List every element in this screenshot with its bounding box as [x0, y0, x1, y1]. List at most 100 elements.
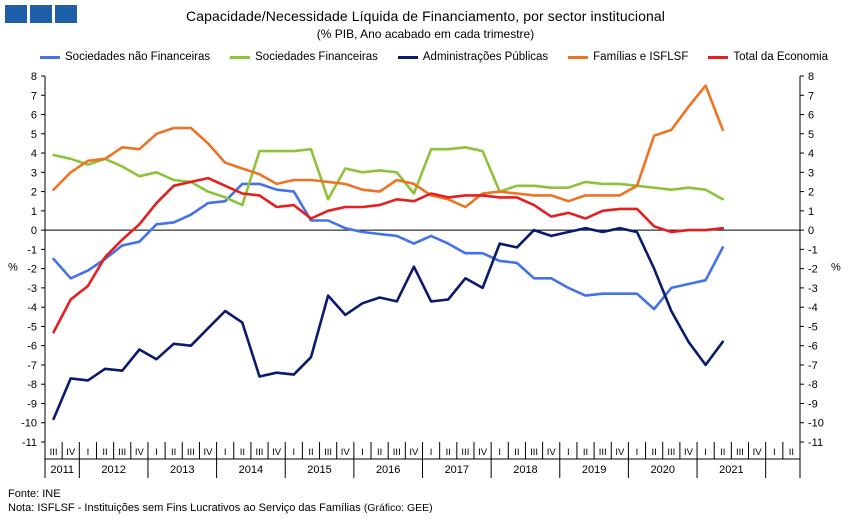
x-quarter-label: III: [667, 447, 675, 458]
x-quarter-label: IV: [341, 447, 351, 458]
gee-logo: [5, 5, 77, 23]
x-year-label: 2021: [719, 464, 743, 476]
legend-label-fam: Famílias e ISFLSF: [593, 51, 689, 63]
legend-swatch-fam: [568, 55, 589, 59]
x-year-label: 2016: [376, 464, 400, 476]
x-quarter-label: I: [773, 447, 776, 458]
y-tick-label-left: -10: [21, 418, 37, 430]
x-quarter-label: II: [514, 447, 519, 458]
y-tick-label-right: -1: [808, 244, 818, 256]
x-quarter-label: III: [187, 447, 195, 458]
y-tick-label-right: 7: [808, 90, 814, 102]
y-tick-label-right: 8: [808, 71, 814, 83]
footer-note-line: Nota: ISFLSF - Instituições sem Fins Luc…: [8, 502, 433, 514]
y-tick-label-right: -5: [808, 321, 818, 333]
x-quarter-label: IV: [684, 447, 694, 458]
chart-subtitle: (% PIB, Ano acabado em cada trimestre): [316, 27, 535, 41]
x-quarter-label: IV: [547, 447, 557, 458]
y-tick-label-right: 2: [808, 187, 814, 199]
x-quarter-label: I: [361, 447, 364, 458]
y-tick-label-right: 3: [808, 167, 814, 179]
x-quarter-label: III: [599, 447, 607, 458]
x-quarter-label: II: [308, 447, 313, 458]
y-tick-label-left: 3: [31, 167, 37, 179]
y-tick-label-left: -1: [27, 244, 37, 256]
y-tick-label-left: 0: [31, 225, 37, 237]
y-tick-label-left: -5: [27, 321, 37, 333]
y-tick-label-left: 2: [31, 187, 37, 199]
x-quarter-label: IV: [272, 447, 282, 458]
y-tick-label-left: 4: [31, 148, 37, 160]
x-quarter-label: I: [498, 447, 501, 458]
series-line-total: [52, 176, 725, 334]
chart-legend: Sociedades não Financeiras Sociedades Fi…: [40, 51, 828, 63]
x-quarter-label: I: [292, 447, 295, 458]
legend-item-snf: Sociedades não Financeiras: [40, 51, 210, 63]
x-quarter-label: III: [736, 447, 744, 458]
x-quarter-label: I: [430, 447, 433, 458]
y-tick-label-left: -7: [27, 360, 37, 372]
legend-item-sf: Sociedades Financeiras: [230, 51, 378, 63]
y-tick-label-left: -4: [27, 302, 37, 314]
y-tick-label-left: 6: [31, 110, 37, 122]
y-tick-label-left: -9: [27, 398, 37, 410]
y-tick-label-left: 7: [31, 90, 37, 102]
x-quarter-label: II: [240, 447, 245, 458]
x-quarter-label: II: [171, 447, 176, 458]
legend-swatch-snf: [40, 55, 60, 59]
y-tick-label-right: -7: [808, 360, 818, 372]
legend-item-ap: Administrações Públicas: [397, 51, 549, 63]
x-quarter-label: II: [652, 447, 657, 458]
y-tick-label-right: 1: [808, 206, 814, 218]
series-line-sf: [52, 146, 725, 207]
legend-label-sf: Sociedades Financeiras: [255, 51, 378, 63]
y-tick-label-left: -2: [27, 264, 37, 276]
x-year-label: 2011: [50, 464, 74, 476]
x-quarter-label: III: [256, 447, 264, 458]
x-quarter-label: I: [567, 447, 570, 458]
legend-swatch-ap: [397, 55, 418, 59]
logo-block-3: [55, 5, 77, 23]
footer-source: Fonte: INE: [8, 488, 61, 500]
logo-block-2: [30, 5, 52, 23]
y-tick-label-left: -3: [27, 283, 37, 295]
y-tick-label-left: -6: [27, 341, 37, 353]
x-quarter-label: IV: [753, 447, 763, 458]
y-tick-label-right: -9: [808, 398, 818, 410]
legend-swatch-total: [708, 55, 729, 59]
legend-swatch-sf: [230, 55, 251, 59]
y-tick-label-right: -11: [808, 437, 823, 449]
y-unit-left: %: [8, 262, 18, 274]
series-line-snf: [52, 182, 725, 311]
y-tick-label-right: -10: [808, 418, 824, 430]
y-tick-label-right: -6: [808, 341, 818, 353]
x-quarter-label: I: [155, 447, 158, 458]
x-quarter-label: II: [102, 447, 107, 458]
legend-item-total: Total da Economia: [708, 51, 828, 63]
chart-title: Capacidade/Necessidade Líquida de Financ…: [186, 8, 665, 24]
x-quarter-label: IV: [66, 447, 76, 458]
legend-label-total: Total da Economia: [733, 51, 828, 63]
y-tick-label-left: 1: [31, 206, 37, 218]
footer-note: Nota: ISFLSF - Instituições sem Fins Luc…: [8, 502, 361, 514]
x-year-label: 2013: [170, 464, 194, 476]
series-line-fam: [52, 84, 725, 209]
x-quarter-label: III: [461, 447, 469, 458]
y-tick-label-left: -8: [27, 379, 37, 391]
y-tick-label-right: 0: [808, 225, 814, 237]
x-quarter-label: III: [530, 447, 538, 458]
x-quarter-label: I: [704, 447, 707, 458]
x-quarter-label: IV: [409, 447, 419, 458]
y-tick-label-right: -8: [808, 379, 818, 391]
x-quarter-label: III: [50, 447, 58, 458]
x-quarter-label: III: [393, 447, 401, 458]
x-year-label: 2015: [307, 464, 331, 476]
legend-label-snf: Sociedades não Financeiras: [65, 51, 211, 63]
y-tick-label-left: 8: [31, 71, 37, 83]
legend-label-ap: Administrações Públicas: [422, 51, 549, 63]
x-quarter-label: II: [789, 447, 794, 458]
x-year-label: 2012: [101, 464, 125, 476]
x-quarter-label: I: [87, 447, 90, 458]
legend-item-fam: Famílias e ISFLSF: [568, 51, 688, 63]
